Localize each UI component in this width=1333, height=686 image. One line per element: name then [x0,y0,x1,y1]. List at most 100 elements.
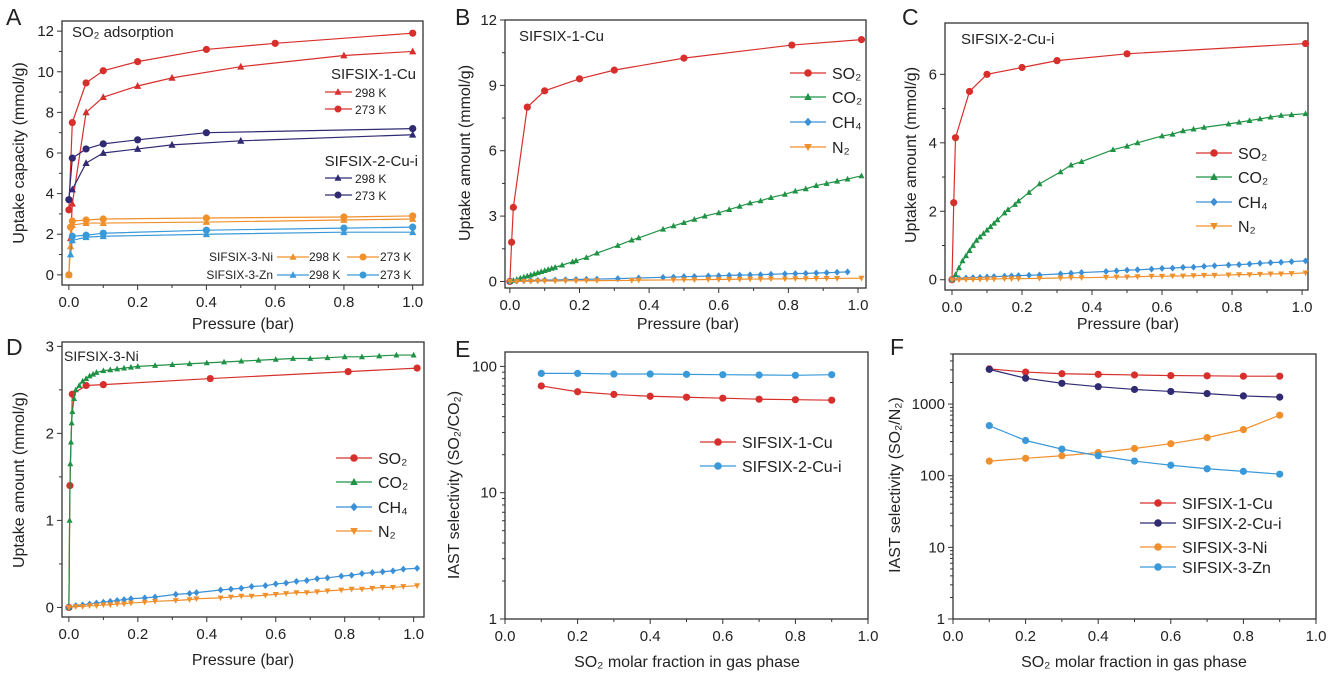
data-point [1058,445,1066,453]
legend-marker [1154,519,1162,527]
panel-d-x-title: Pressure (bar) [191,652,295,669]
data-point [1236,272,1243,278]
x-tick-label: 1.0 [403,626,424,643]
legend-marker [1210,149,1218,157]
data-point [340,51,348,59]
legend-marker [1154,563,1162,571]
data-point [1110,146,1117,153]
data-point [82,381,90,390]
legend-label: CH₄ [832,115,862,132]
series-line [989,414,1280,462]
data-point [1236,261,1243,269]
data-point [705,277,712,283]
panel-e: 0.0 0.2 0.4 0.6 0.8 1.0110100SIFSIX-1-CuSIFSI… [472,351,878,645]
data-point [1201,124,1208,130]
legend: SIFSIX-1-Cu SIFSIX-2-Cu-i SIFSIX-3-Ni SIFSI… [1140,496,1282,577]
data-point [82,159,90,167]
data-point [1225,120,1232,127]
data-point [970,276,977,283]
data-point [400,565,407,573]
panel-d: 0.0 0.2 0.4 0.6 0.8 1.0 0 1 2 3 SO₂ CO₂ CH₄ N₂ [46,338,425,643]
legend-label: SO₂ [1238,146,1267,163]
data-point [680,277,687,284]
data-point [348,571,355,579]
data-point [1159,264,1166,272]
x-tick-label: 0.0 [943,628,964,645]
data-point [813,269,820,277]
series-298-k [68,130,417,193]
data-point [121,596,128,604]
x-tick-label: 0.8 [1233,628,1254,645]
legend-label: N₂ [1238,219,1256,236]
data-point [409,228,417,236]
data-point [141,599,148,606]
data-point [956,264,963,271]
x-tick-label: 0.4 [640,628,661,645]
data-point [99,215,107,223]
data-point [68,154,76,162]
data-point [324,588,331,595]
data-point [1058,379,1066,387]
y-tick-label: 8 [46,104,54,121]
data-point [719,371,727,379]
data-point [202,129,210,137]
data-point [1134,266,1141,274]
data-point [1078,275,1085,281]
data-point [1190,263,1197,271]
data-point [823,276,830,282]
data-point [646,370,654,378]
data-point [828,371,836,379]
x-tick-label: 0.0 [942,299,963,316]
series-sifsix-2-cu-i [537,369,836,379]
data-point [1113,267,1120,275]
data-point [646,392,654,400]
series-so- [948,39,1310,284]
legend-marker [1210,222,1218,231]
data-point [509,203,517,211]
series-273-k [65,29,417,214]
data-point [414,583,421,589]
data-point [527,278,534,285]
data-point [1053,57,1061,65]
data-point [1267,271,1274,278]
x-tick-label: 0.6 [712,628,733,645]
data-point [701,212,708,219]
panel-a-inner-title: SO₂ adsorption [72,24,174,41]
data-point [1159,273,1166,280]
y-tick-label: 2 [929,203,937,220]
panel-c-y-title: Uptake amount (mmol/g) [903,66,920,244]
plot-frame [504,351,869,620]
data-point [134,363,141,369]
data-point [217,586,224,594]
data-point [340,224,348,232]
legend-marker [359,253,367,261]
data-point [983,70,991,78]
x-tick-label: 1.0 [848,297,869,314]
data-point [802,185,809,192]
data-point [792,276,799,282]
data-point [987,223,994,230]
y-tick-label: 1000 [912,396,945,413]
data-point [1130,371,1139,379]
data-point [152,598,159,605]
data-point [409,212,417,220]
data-point [127,600,134,607]
series-line [68,354,414,608]
data-point [593,278,600,284]
data-point [767,270,774,278]
data-point [506,279,513,285]
data-point [1169,130,1176,137]
data-point [802,269,809,277]
legend-label: N₂ [832,140,850,157]
data-point [1167,371,1175,380]
data-point [628,236,635,243]
data-point [1302,257,1309,265]
series-sifsix-1-cu [985,365,1284,380]
data-point [193,589,200,597]
x-tick-label: 0.0 [58,294,79,311]
data-point [949,277,956,284]
legend-label: CO₂ [832,90,862,107]
data-point [1167,440,1175,448]
data-point [262,582,269,590]
